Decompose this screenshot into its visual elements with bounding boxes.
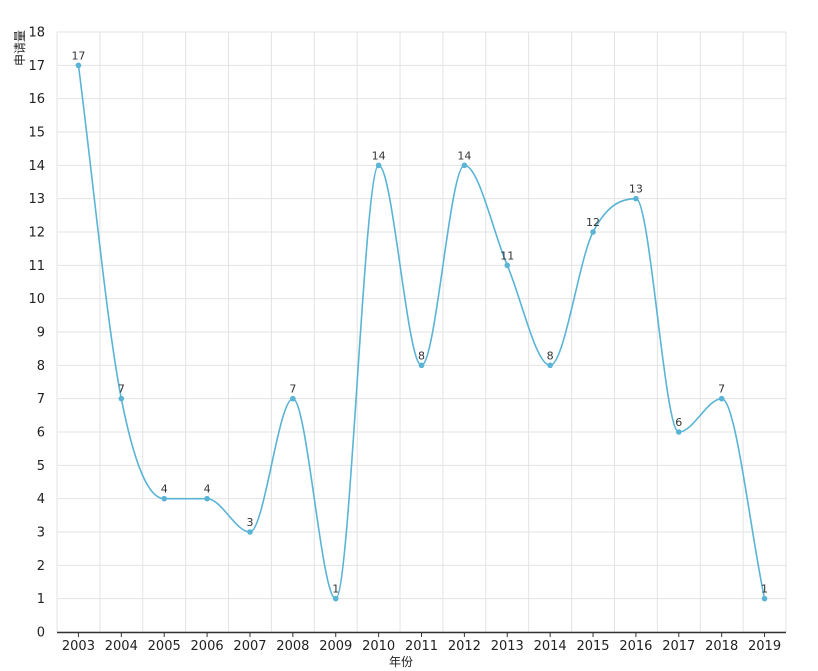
y-tick-label: 7 (37, 392, 45, 407)
x-tick-label: 2011 (405, 639, 438, 654)
y-tick-label: 2 (37, 559, 45, 574)
x-tick-label: 2008 (276, 639, 309, 654)
data-point (761, 595, 768, 602)
x-tick-label: 2005 (148, 639, 181, 654)
x-tick-label: 2006 (191, 639, 224, 654)
y-axis-title: 申请量 (13, 30, 27, 66)
data-points (75, 62, 768, 602)
data-label: 7 (289, 383, 296, 396)
x-tick-label: 2015 (576, 639, 609, 654)
x-tick-label: 2012 (448, 639, 481, 654)
data-point (418, 362, 425, 369)
y-tick-label: 17 (28, 59, 45, 74)
x-tick-label: 2004 (105, 639, 138, 654)
x-tick-label: 2017 (662, 639, 695, 654)
grid-lines (56, 31, 787, 633)
x-tick-label: 2003 (62, 639, 95, 654)
y-tick-label: 0 (37, 626, 45, 641)
x-axis-title: 年份 (389, 655, 413, 669)
data-point (75, 62, 82, 69)
x-tick-label: 2007 (233, 639, 266, 654)
data-label: 14 (372, 149, 386, 162)
y-tick-label: 14 (28, 159, 45, 174)
data-point (247, 529, 253, 535)
x-tick-label: 2014 (534, 639, 567, 654)
data-point (547, 362, 553, 369)
data-point (204, 495, 210, 502)
data-label: 8 (418, 349, 425, 362)
data-label: 13 (629, 183, 643, 196)
y-tick-label: 9 (37, 326, 45, 341)
x-tick-label: 2018 (705, 639, 738, 654)
x-tick-label: 2013 (491, 639, 524, 654)
data-label: 4 (161, 483, 168, 496)
data-labels: 17 7 4 4 3 7 1 14 8 14 11 8 12 13 6 7 1 (71, 49, 768, 595)
data-point (633, 195, 639, 202)
y-tick-label: 6 (37, 426, 45, 441)
y-tick-label: 4 (37, 492, 45, 507)
y-tick-label: 3 (37, 526, 45, 541)
data-point (504, 262, 511, 269)
y-tick-label: 15 (28, 126, 45, 141)
data-label: 17 (71, 49, 85, 62)
series-line (77, 65, 766, 600)
data-label: 7 (718, 383, 725, 396)
y-tick-label: 8 (37, 359, 45, 374)
data-point (161, 495, 168, 502)
data-label: 1 (332, 583, 339, 596)
y-tick-label: 18 (28, 26, 45, 41)
data-point (375, 162, 382, 169)
x-tick-label: 2009 (319, 639, 352, 654)
y-tick-label: 13 (28, 192, 45, 207)
data-label: 1 (761, 583, 768, 596)
y-tick-label: 11 (28, 259, 45, 274)
y-tick-label: 12 (28, 226, 45, 241)
x-tick-label: 2010 (362, 639, 395, 654)
x-axis-ticks: 2003 2004 2005 2006 2007 2008 2009 2010 2011 2012… (62, 632, 781, 654)
data-label: 8 (547, 349, 554, 362)
data-point (118, 395, 125, 402)
data-label: 14 (457, 149, 471, 162)
x-tick-label: 2016 (619, 639, 652, 654)
data-point (590, 229, 596, 235)
data-label: 6 (675, 416, 682, 429)
y-tick-label: 5 (37, 459, 45, 474)
data-label: 4 (204, 483, 211, 496)
data-label: 3 (246, 516, 253, 529)
y-tick-label: 10 (28, 292, 45, 307)
data-point (675, 429, 682, 435)
data-label: 7 (118, 383, 125, 396)
data-point (718, 395, 725, 402)
data-point (332, 595, 339, 602)
data-point (461, 162, 468, 169)
y-tick-label: 16 (28, 92, 45, 107)
x-tick-label: 2019 (748, 639, 781, 654)
data-label: 12 (586, 216, 600, 229)
data-label: 11 (500, 249, 514, 262)
data-point (290, 395, 296, 402)
y-tick-label: 1 (37, 592, 45, 607)
